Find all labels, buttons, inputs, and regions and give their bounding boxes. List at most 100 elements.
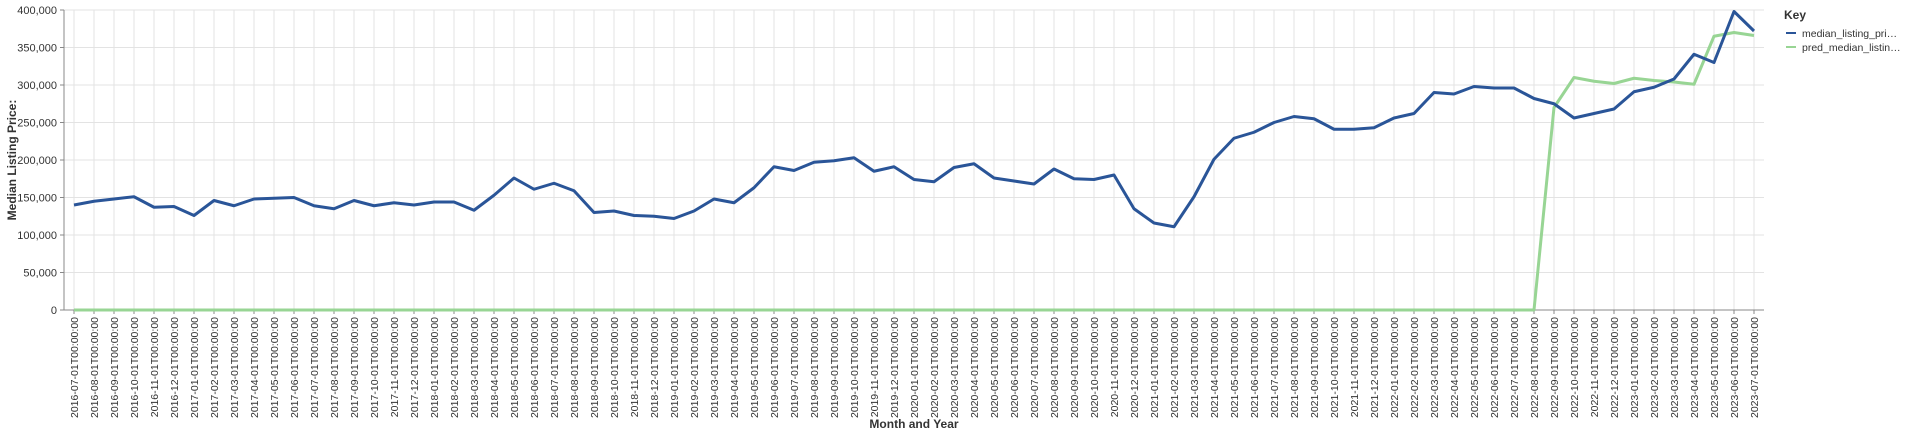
x-tick-label: 2021-08-01T00:00:00	[1289, 317, 1301, 418]
x-tick-label: 2022-09-01T00:00:00	[1549, 317, 1561, 418]
x-tick-label: 2020-05-01T00:00:00	[989, 317, 1001, 418]
x-tick-label: 2019-08-01T00:00:00	[809, 317, 821, 418]
x-tick-label: 2021-05-01T00:00:00	[1229, 317, 1241, 418]
y-axis-title: Median Listing Price:	[5, 100, 19, 221]
x-tick-label: 2017-11-01T00:00:00	[389, 317, 401, 417]
x-tick-label: 2018-09-01T00:00:00	[589, 317, 601, 418]
x-tick-label: 2022-11-01T00:00:00	[1589, 317, 1601, 417]
x-tick-label: 2021-11-01T00:00:00	[1349, 317, 1361, 417]
x-tick-label: 2016-11-01T00:00:00	[149, 317, 161, 417]
x-tick-label: 2019-11-01T00:00:00	[869, 317, 881, 417]
x-tick-label: 2019-06-01T00:00:00	[769, 317, 781, 418]
x-tick-label: 2019-09-01T00:00:00	[829, 317, 841, 418]
x-tick-label: 2018-06-01T00:00:00	[529, 317, 541, 418]
y-tick-label: 0	[51, 305, 57, 317]
x-tick-label: 2021-02-01T00:00:00	[1169, 317, 1181, 418]
y-tick-label: 50,000	[23, 268, 57, 280]
legend-label: median_listing_pri…	[1802, 28, 1897, 40]
x-tick-label: 2018-05-01T00:00:00	[509, 317, 521, 418]
x-tick-label: 2022-07-01T00:00:00	[1509, 317, 1521, 418]
x-tick-label: 2021-06-01T00:00:00	[1249, 317, 1261, 418]
x-tick-label: 2023-02-01T00:00:00	[1649, 317, 1661, 418]
x-tick-label: 2017-01-01T00:00:00	[189, 317, 201, 418]
x-tick-label: 2019-10-01T00:00:00	[849, 317, 861, 418]
x-tick-label: 2023-04-01T00:00:00	[1689, 317, 1701, 418]
x-tick-label: 2021-09-01T00:00:00	[1309, 317, 1321, 418]
x-tick-label: 2018-01-01T00:00:00	[429, 317, 441, 418]
y-tick-label: 150,000	[17, 193, 57, 205]
x-tick-label: 2022-04-01T00:00:00	[1449, 317, 1461, 418]
x-tick-label: 2018-04-01T00:00:00	[489, 317, 501, 418]
x-tick-label: 2023-06-01T00:00:00	[1729, 317, 1741, 418]
x-tick-label: 2018-11-01T00:00:00	[629, 317, 641, 417]
x-tick-label: 2022-08-01T00:00:00	[1529, 317, 1541, 418]
x-tick-label: 2021-10-01T00:00:00	[1329, 317, 1341, 418]
x-tick-label: 2023-03-01T00:00:00	[1669, 317, 1681, 418]
x-tick-label: 2017-04-01T00:00:00	[249, 317, 261, 418]
x-tick-label: 2019-05-01T00:00:00	[749, 317, 761, 418]
y-tick-label: 350,000	[17, 43, 57, 55]
legend-title: Key	[1784, 8, 1806, 22]
y-tick-label: 400,000	[17, 5, 57, 17]
x-tick-label: 2017-08-01T00:00:00	[329, 317, 341, 418]
series-line	[73, 10, 1756, 229]
x-tick-label: 2022-12-01T00:00:00	[1609, 317, 1621, 418]
y-tick-label: 200,000	[17, 155, 57, 167]
x-tick-label: 2019-07-01T00:00:00	[789, 317, 801, 418]
x-tick-label: 2023-07-01T00:00:00	[1749, 317, 1761, 418]
x-tick-label: 2020-02-01T00:00:00	[929, 317, 941, 418]
x-tick-label: 2022-02-01T00:00:00	[1409, 317, 1421, 418]
x-tick-label: 2021-03-01T00:00:00	[1189, 317, 1201, 418]
x-tick-label: 2021-04-01T00:00:00	[1209, 317, 1221, 418]
x-tick-label: 2020-08-01T00:00:00	[1049, 317, 1061, 418]
x-tick-label: 2019-03-01T00:00:00	[709, 317, 721, 418]
x-tick-label: 2018-03-01T00:00:00	[469, 317, 481, 418]
x-tick-label: 2022-05-01T00:00:00	[1469, 317, 1481, 418]
x-tick-label: 2023-05-01T00:00:00	[1709, 317, 1721, 418]
x-tick-label: 2020-04-01T00:00:00	[969, 317, 981, 418]
x-tick-label: 2019-04-01T00:00:00	[729, 317, 741, 418]
y-tick-label: 100,000	[17, 230, 57, 242]
x-tick-label: 2017-10-01T00:00:00	[369, 317, 381, 418]
x-tick-label: 2019-01-01T00:00:00	[669, 317, 681, 418]
x-tick-label: 2020-01-01T00:00:00	[909, 317, 921, 418]
x-tick-label: 2017-07-01T00:00:00	[309, 317, 321, 418]
x-tick-label: 2016-08-01T00:00:00	[89, 317, 101, 418]
x-tick-label: 2020-11-01T00:00:00	[1109, 317, 1121, 417]
y-tick-label: 250,000	[17, 118, 57, 130]
series-line	[74, 31, 1755, 312]
x-tick-label: 2023-01-01T00:00:00	[1629, 317, 1641, 418]
legend-label: pred_median_listin…	[1802, 42, 1901, 54]
x-tick-label: 2020-06-01T00:00:00	[1009, 317, 1021, 418]
x-tick-label: 2016-09-01T00:00:00	[109, 317, 121, 418]
x-tick-label: 2019-02-01T00:00:00	[689, 317, 701, 418]
x-tick-label: 2018-07-01T00:00:00	[549, 317, 561, 418]
x-tick-label: 2017-02-01T00:00:00	[209, 317, 221, 418]
x-tick-label: 2017-06-01T00:00:00	[289, 317, 301, 418]
x-tick-label: 2017-05-01T00:00:00	[269, 317, 281, 418]
x-tick-label: 2020-10-01T00:00:00	[1089, 317, 1101, 418]
x-tick-label: 2021-12-01T00:00:00	[1369, 317, 1381, 418]
x-tick-label: 2018-02-01T00:00:00	[449, 317, 461, 418]
x-tick-label: 2020-03-01T00:00:00	[949, 317, 961, 418]
x-tick-label: 2019-12-01T00:00:00	[889, 317, 901, 418]
x-tick-label: 2020-12-01T00:00:00	[1129, 317, 1141, 418]
x-tick-label: 2020-07-01T00:00:00	[1029, 317, 1041, 418]
x-tick-label: 2016-07-01T00:00:00	[69, 317, 81, 418]
x-tick-label: 2022-01-01T00:00:00	[1389, 317, 1401, 418]
x-tick-label: 2022-06-01T00:00:00	[1489, 317, 1501, 418]
x-tick-label: 2018-12-01T00:00:00	[649, 317, 661, 418]
x-tick-label: 2018-10-01T00:00:00	[609, 317, 621, 418]
x-tick-label: 2022-10-01T00:00:00	[1569, 317, 1581, 418]
x-tick-label: 2017-03-01T00:00:00	[229, 317, 241, 418]
x-tick-label: 2017-12-01T00:00:00	[409, 317, 421, 418]
x-tick-label: 2021-07-01T00:00:00	[1269, 317, 1281, 418]
x-tick-label: 2017-09-01T00:00:00	[349, 317, 361, 418]
x-axis-title: Month and Year	[869, 417, 958, 431]
x-tick-label: 2022-03-01T00:00:00	[1429, 317, 1441, 418]
x-tick-label: 2016-10-01T00:00:00	[129, 317, 141, 418]
y-tick-label: 300,000	[17, 80, 57, 92]
x-tick-label: 2020-09-01T00:00:00	[1069, 317, 1081, 418]
x-tick-label: 2016-12-01T00:00:00	[169, 317, 181, 418]
